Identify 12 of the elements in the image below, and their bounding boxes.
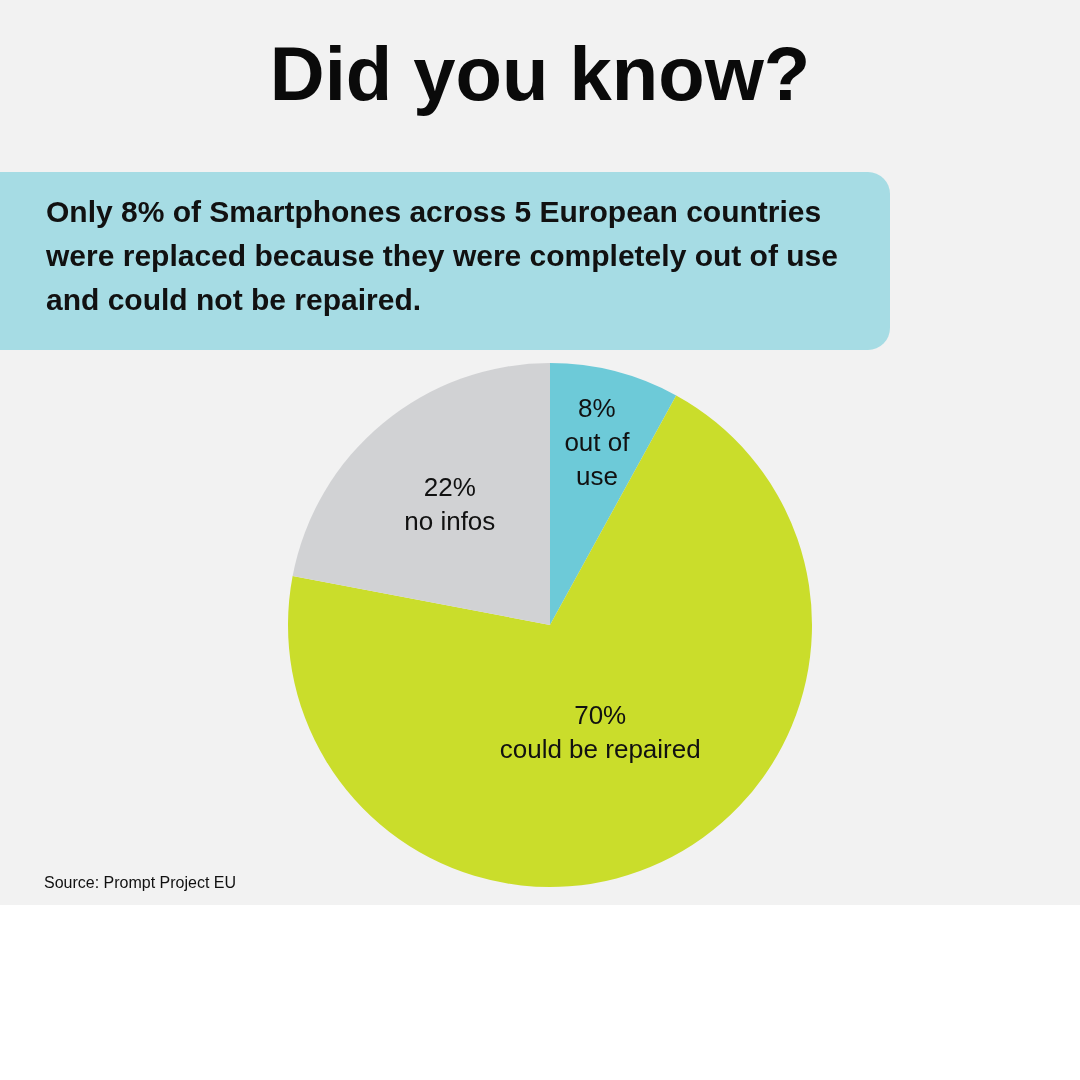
data-label: 8%	[578, 393, 616, 424]
pie-slice	[292, 363, 550, 625]
data-label: 22%	[423, 471, 476, 502]
pie-slice	[550, 363, 677, 625]
chart-subtitle: Only 8% of Smartphones across 5 European countries were replaced because they were completely out of use and could not be repaired.	[0, 172, 890, 350]
source-note: Source: Prompt Project EU	[44, 874, 237, 892]
slice-label: out of use	[564, 427, 631, 492]
data-label: 70%	[574, 699, 627, 730]
slice-label: no infos	[404, 505, 496, 536]
pie-slice	[288, 395, 812, 887]
chart-title: Did you know?	[268, 30, 812, 117]
slice-label: could be repaired	[499, 733, 701, 764]
